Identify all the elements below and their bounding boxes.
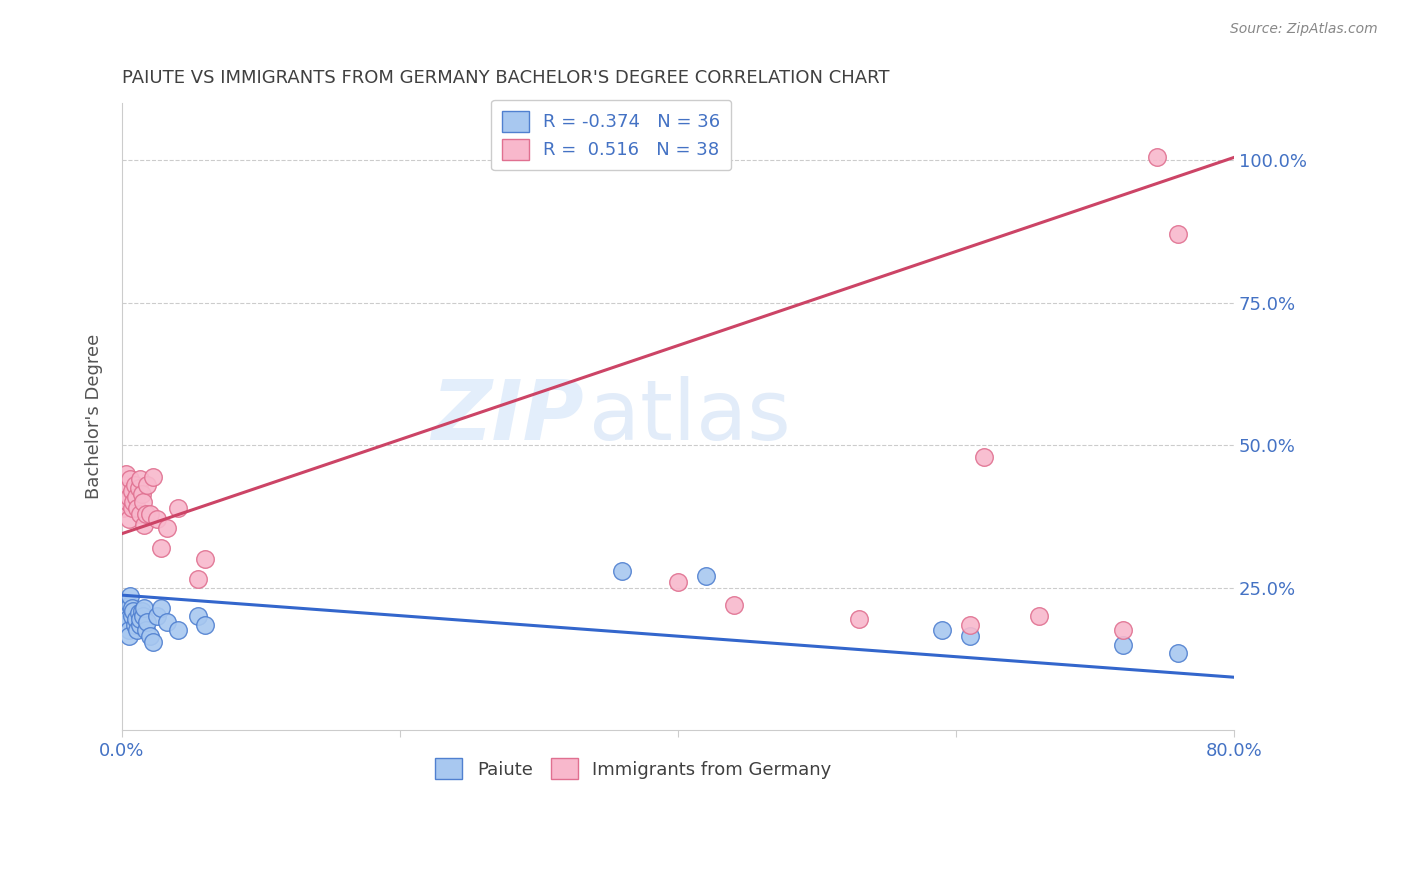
Point [124,617,146,632]
Point [129,473,152,487]
Point [166,624,188,638]
Point [142,469,165,483]
Point [120,598,142,612]
Point [187,572,209,586]
Point [121,600,143,615]
Point [1111,624,1133,638]
Point [124,478,146,492]
Point [115,600,138,615]
Point [132,495,155,509]
Point [1167,646,1189,660]
Point [149,600,172,615]
Point [114,609,136,624]
Point [129,612,152,626]
Point [194,617,217,632]
Point [127,500,149,515]
Point [1028,609,1050,624]
Point [118,512,141,526]
Point [127,624,149,638]
Point [155,521,177,535]
Point [134,518,156,533]
Point [135,507,157,521]
Point [973,450,995,464]
Point [120,589,142,603]
Point [120,473,142,487]
Point [125,490,148,504]
Point [931,624,953,638]
Point [121,609,143,624]
Point [723,598,745,612]
Point [848,612,870,626]
Point [118,629,141,643]
Point [112,598,135,612]
Point [122,603,145,617]
Point [115,467,138,481]
Point [139,507,162,521]
Point [155,615,177,629]
Point [959,629,981,643]
Point [1146,151,1168,165]
Point [959,617,981,632]
Point [129,507,152,521]
Point [135,624,157,638]
Point [146,609,169,624]
Point [121,483,143,498]
Y-axis label: Bachelor's Degree: Bachelor's Degree [86,334,103,500]
Point [118,490,141,504]
Point [146,512,169,526]
Text: atlas: atlas [589,376,790,458]
Point [129,617,152,632]
Point [1111,638,1133,652]
Point [128,607,150,621]
Point [149,541,172,555]
Point [136,615,159,629]
Point [1167,227,1189,242]
Point [187,609,209,624]
Point [132,609,155,624]
Point [112,500,135,515]
Text: ZIP: ZIP [430,376,583,458]
Legend: Paiute, Immigrants from Germany: Paiute, Immigrants from Germany [425,747,842,790]
Point [131,603,153,617]
Point [121,500,143,515]
Point [695,569,717,583]
Point [134,600,156,615]
Point [166,500,188,515]
Point [666,575,689,590]
Point [139,629,162,643]
Point [194,552,217,566]
Text: Source: ZipAtlas.com: Source: ZipAtlas.com [1230,22,1378,37]
Point [131,486,153,500]
Point [122,495,145,509]
Point [114,478,136,492]
Point [136,478,159,492]
Point [117,612,139,626]
Point [118,624,141,638]
Point [612,564,634,578]
Point [142,635,165,649]
Text: PAIUTE VS IMMIGRANTS FROM GERMANY BACHELOR'S DEGREE CORRELATION CHART: PAIUTE VS IMMIGRANTS FROM GERMANY BACHEL… [122,69,890,87]
Point [117,495,139,509]
Point [128,481,150,495]
Point [125,612,148,626]
